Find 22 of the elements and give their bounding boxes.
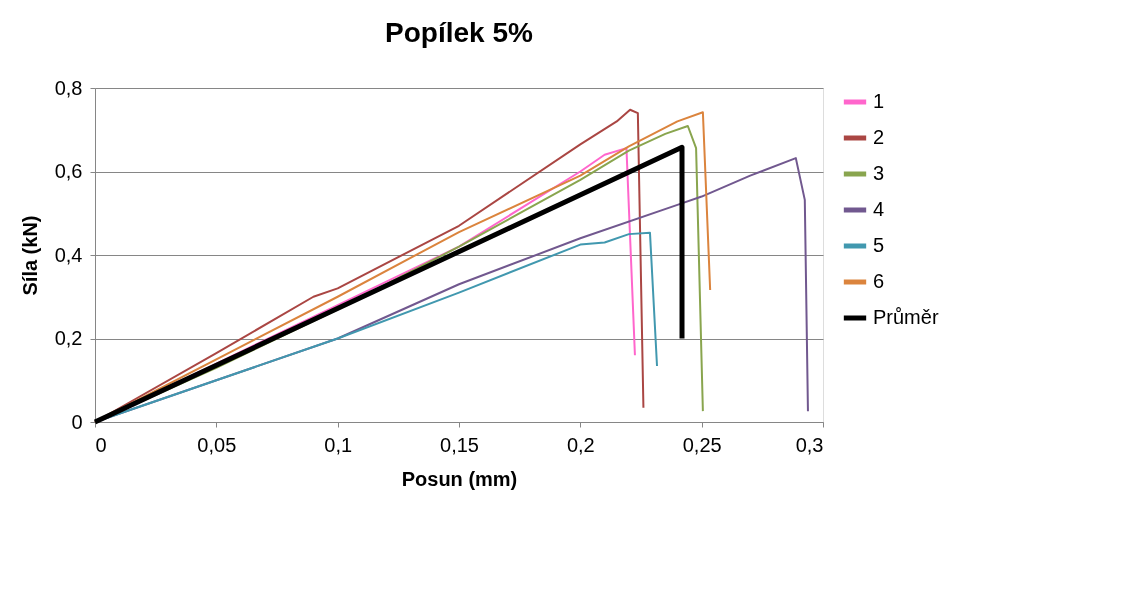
legend-label: 5	[873, 234, 885, 256]
x-tick-label: 0,05	[197, 433, 237, 456]
x-tick-label: 0,15	[440, 433, 479, 456]
legend-label: 3	[873, 162, 885, 184]
x-tick-label: 0	[95, 433, 107, 456]
y-tick-label: 0	[71, 410, 83, 433]
legend-label: 4	[873, 198, 885, 220]
legend-label: 1	[873, 90, 885, 112]
x-tick-label: 0,25	[682, 433, 722, 456]
y-tick-label: 0,4	[54, 243, 83, 266]
y-tick-label: 0,2	[54, 327, 83, 349]
legend-label: Průměr	[873, 306, 939, 328]
y-tick-label: 0,6	[54, 160, 83, 182]
legend-label: 2	[873, 126, 885, 148]
y-axis-title: Síla (kN)	[18, 215, 41, 296]
x-tick-label: 0,3	[795, 433, 824, 456]
chart-title: Popílek 5%	[385, 17, 534, 48]
y-tick-label: 0,8	[54, 76, 83, 99]
legend-label: 6	[873, 270, 885, 292]
x-tick-label: 0,2	[566, 433, 595, 456]
x-axis-title: Posun (mm)	[401, 467, 518, 490]
x-tick-label: 0,1	[324, 433, 353, 456]
